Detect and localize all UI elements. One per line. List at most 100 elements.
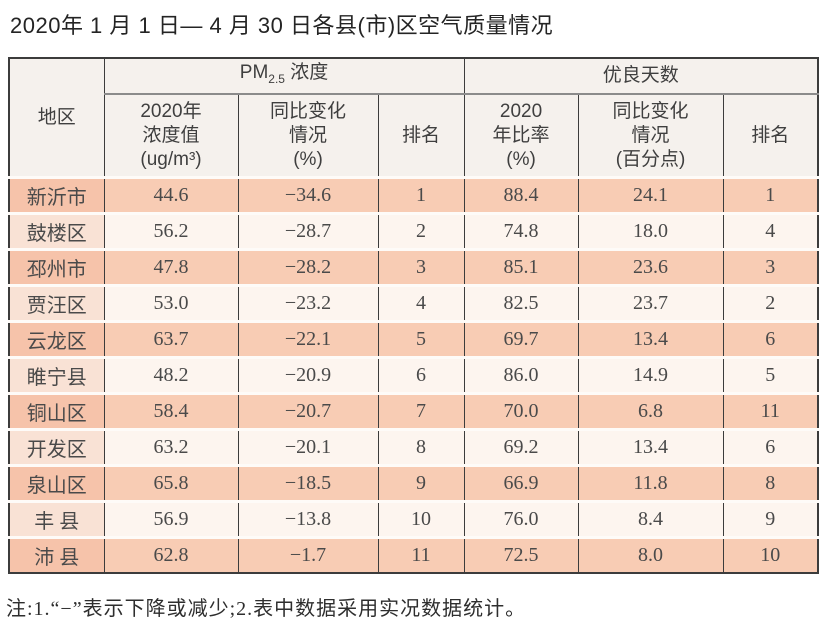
pm-value-cell: 58.4 xyxy=(103,392,239,430)
pm-change-cell: −20.7 xyxy=(237,392,379,430)
table-row: 鼓楼区 56.2 −28.7 2 74.8 18.0 4 xyxy=(8,212,819,250)
pm-change-cell: −18.5 xyxy=(237,464,379,502)
pm-value-column-header: 2020年 浓度值 (ug/m³) xyxy=(103,94,239,179)
region-cell: 新沂市 xyxy=(8,176,105,214)
good-change-column-header: 同比变化 情况 (百分点) xyxy=(577,94,724,179)
pm-change-cell: −23.2 xyxy=(237,284,379,322)
pm25-label-rest: 浓度 xyxy=(284,62,329,84)
table-row: 云龙区 63.7 −22.1 5 69.7 13.4 6 xyxy=(8,320,819,358)
region-cell: 邳州市 xyxy=(8,248,105,286)
good-rank-cell: 3 xyxy=(722,248,819,286)
page-title: 2020年 1 月 1 日— 4 月 30 日各县(市)区空气质量情况 xyxy=(10,13,554,38)
pm-value-cell: 63.2 xyxy=(103,428,239,466)
pm-value-cell: 48.2 xyxy=(103,356,239,394)
region-cell: 沛 县 xyxy=(8,536,105,573)
good-rate-column-header: 2020 年比率 (%) xyxy=(463,94,579,179)
pm-value-cell: 56.9 xyxy=(103,500,239,538)
table-row: 贾汪区 53.0 −23.2 4 82.5 23.7 2 xyxy=(8,284,819,322)
good-rank-cell: 10 xyxy=(722,536,819,573)
pm-rank-cell: 4 xyxy=(377,284,465,322)
region-cell: 泉山区 xyxy=(8,464,105,502)
pm25-group-header: PM2.5 浓度 xyxy=(103,58,465,95)
region-cell: 丰 县 xyxy=(8,500,105,538)
pm-value-cell: 56.2 xyxy=(103,212,239,250)
good-rate-cell: 85.1 xyxy=(463,248,579,286)
good-rate-cell: 70.0 xyxy=(463,392,579,430)
pm-value-cell: 53.0 xyxy=(103,284,239,322)
region-cell: 鼓楼区 xyxy=(8,212,105,250)
region-cell: 开发区 xyxy=(8,428,105,466)
pm-rank-cell: 11 xyxy=(377,536,465,573)
pm-change-cell: −20.9 xyxy=(237,356,379,394)
good-change-cell: 11.8 xyxy=(577,464,724,502)
good-change-cell: 23.6 xyxy=(577,248,724,286)
good-rank-cell: 11 xyxy=(722,392,819,430)
good-rate-cell: 86.0 xyxy=(463,356,579,394)
good-change-cell: 24.1 xyxy=(577,176,724,214)
pm-change-cell: −22.1 xyxy=(237,320,379,358)
good-change-cell: 23.7 xyxy=(577,284,724,322)
table-row: 铜山区 58.4 −20.7 7 70.0 6.8 11 xyxy=(8,392,819,430)
pm-value-cell: 65.8 xyxy=(103,464,239,502)
good-change-cell: 8.0 xyxy=(577,536,724,573)
pm25-label-main: PM xyxy=(239,62,269,84)
pm-value-cell: 63.7 xyxy=(103,320,239,358)
pm-rank-column-header: 排名 xyxy=(377,94,465,179)
table-row: 开发区 63.2 −20.1 8 69.2 13.4 6 xyxy=(8,428,819,466)
good-change-cell: 13.4 xyxy=(577,320,724,358)
good-rank-cell: 1 xyxy=(722,176,819,214)
pm-value-cell: 62.8 xyxy=(103,536,239,573)
good-change-cell: 14.9 xyxy=(577,356,724,394)
table-row: 邳州市 47.8 −28.2 3 85.1 23.6 3 xyxy=(8,248,819,286)
pm-rank-cell: 5 xyxy=(377,320,465,358)
good-rate-cell: 69.2 xyxy=(463,428,579,466)
good-rank-cell: 8 xyxy=(722,464,819,502)
good-change-cell: 18.0 xyxy=(577,212,724,250)
region-cell: 睢宁县 xyxy=(8,356,105,394)
table-row: 睢宁县 48.2 −20.9 6 86.0 14.9 5 xyxy=(8,356,819,394)
pm-change-cell: −13.8 xyxy=(237,500,379,538)
good-rate-cell: 76.0 xyxy=(463,500,579,538)
region-cell: 云龙区 xyxy=(8,320,105,358)
pm-rank-cell: 10 xyxy=(377,500,465,538)
good-rate-cell: 72.5 xyxy=(463,536,579,573)
good-rank-cell: 6 xyxy=(722,320,819,358)
region-cell: 贾汪区 xyxy=(8,284,105,322)
pm-change-cell: −34.6 xyxy=(237,176,379,214)
good-change-cell: 13.4 xyxy=(577,428,724,466)
footnote: 注:1.“−”表示下降或减少;2.表中数据采用实况数据统计。 xyxy=(6,598,527,620)
pm-rank-cell: 7 xyxy=(377,392,465,430)
pm-rank-cell: 1 xyxy=(377,176,465,214)
pm-value-cell: 44.6 xyxy=(103,176,239,214)
pm-value-cell: 47.8 xyxy=(103,248,239,286)
good-rank-cell: 2 xyxy=(722,284,819,322)
good-rank-cell: 5 xyxy=(722,356,819,394)
pm-change-column-header: 同比变化 情况 (%) xyxy=(237,94,379,179)
good-change-cell: 8.4 xyxy=(577,500,724,538)
table-body: 新沂市 44.6 −34.6 1 88.4 24.1 1 鼓楼区 56.2 −28.7 2 74.8 1… xyxy=(8,176,819,573)
pm-change-cell: −1.7 xyxy=(237,536,379,573)
table-row: 沛 县 62.8 −1.7 11 72.5 8.0 10 xyxy=(8,536,819,573)
good-rank-cell: 4 xyxy=(722,212,819,250)
good-rate-cell: 82.5 xyxy=(463,284,579,322)
air-quality-table: 地区 PM2.5 浓度 优良天数 2020年 浓度值 (ug/m³) 同比变化 … xyxy=(8,57,820,574)
pm-rank-cell: 8 xyxy=(377,428,465,466)
good-rank-column-header: 排名 xyxy=(722,94,819,179)
table-header: 地区 PM2.5 浓度 优良天数 2020年 浓度值 (ug/m³) 同比变化 … xyxy=(8,58,819,179)
pm25-label-subscript: 2.5 xyxy=(268,71,285,86)
pm-rank-cell: 6 xyxy=(377,356,465,394)
table-row: 丰 县 56.9 −13.8 10 76.0 8.4 9 xyxy=(8,500,819,538)
region-cell: 铜山区 xyxy=(8,392,105,430)
pm-rank-cell: 2 xyxy=(377,212,465,250)
good-days-group-header: 优良天数 xyxy=(463,58,819,95)
good-rate-cell: 69.7 xyxy=(463,320,579,358)
good-rank-cell: 9 xyxy=(722,500,819,538)
good-rate-cell: 74.8 xyxy=(463,212,579,250)
table-row: 新沂市 44.6 −34.6 1 88.4 24.1 1 xyxy=(8,176,819,214)
pm-change-cell: −28.2 xyxy=(237,248,379,286)
good-change-cell: 6.8 xyxy=(577,392,724,430)
good-rate-cell: 88.4 xyxy=(463,176,579,214)
table-row: 泉山区 65.8 −18.5 9 66.9 11.8 8 xyxy=(8,464,819,502)
pm-change-cell: −28.7 xyxy=(237,212,379,250)
good-rank-cell: 6 xyxy=(722,428,819,466)
